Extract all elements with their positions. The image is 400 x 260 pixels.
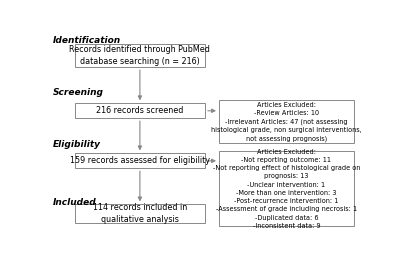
Text: Screening: Screening xyxy=(53,88,104,97)
Text: Eligibility: Eligibility xyxy=(53,140,101,149)
Text: 159 records assessed for eligibility: 159 records assessed for eligibility xyxy=(70,156,210,165)
Text: Records identified through PubMed
database searching (n = 216): Records identified through PubMed databa… xyxy=(70,45,210,66)
Text: Identification: Identification xyxy=(53,36,121,45)
Text: 114 records included in
qualitative analysis: 114 records included in qualitative anal… xyxy=(93,203,187,224)
FancyBboxPatch shape xyxy=(75,44,205,67)
FancyBboxPatch shape xyxy=(75,153,205,168)
FancyBboxPatch shape xyxy=(219,100,354,143)
FancyBboxPatch shape xyxy=(75,103,205,118)
Text: Included: Included xyxy=(53,198,97,207)
FancyBboxPatch shape xyxy=(219,151,354,226)
Text: Articles Excluded:
-Not reporting outcome: 11
-Not reporting effect of histologi: Articles Excluded: -Not reporting outcom… xyxy=(213,149,360,229)
FancyBboxPatch shape xyxy=(75,204,205,223)
Text: Articles Excluded:
-Review Articles: 10
-Irrelevant Articles: 47 (not assessing
: Articles Excluded: -Review Articles: 10 … xyxy=(211,102,362,142)
Text: 216 records screened: 216 records screened xyxy=(96,106,184,115)
